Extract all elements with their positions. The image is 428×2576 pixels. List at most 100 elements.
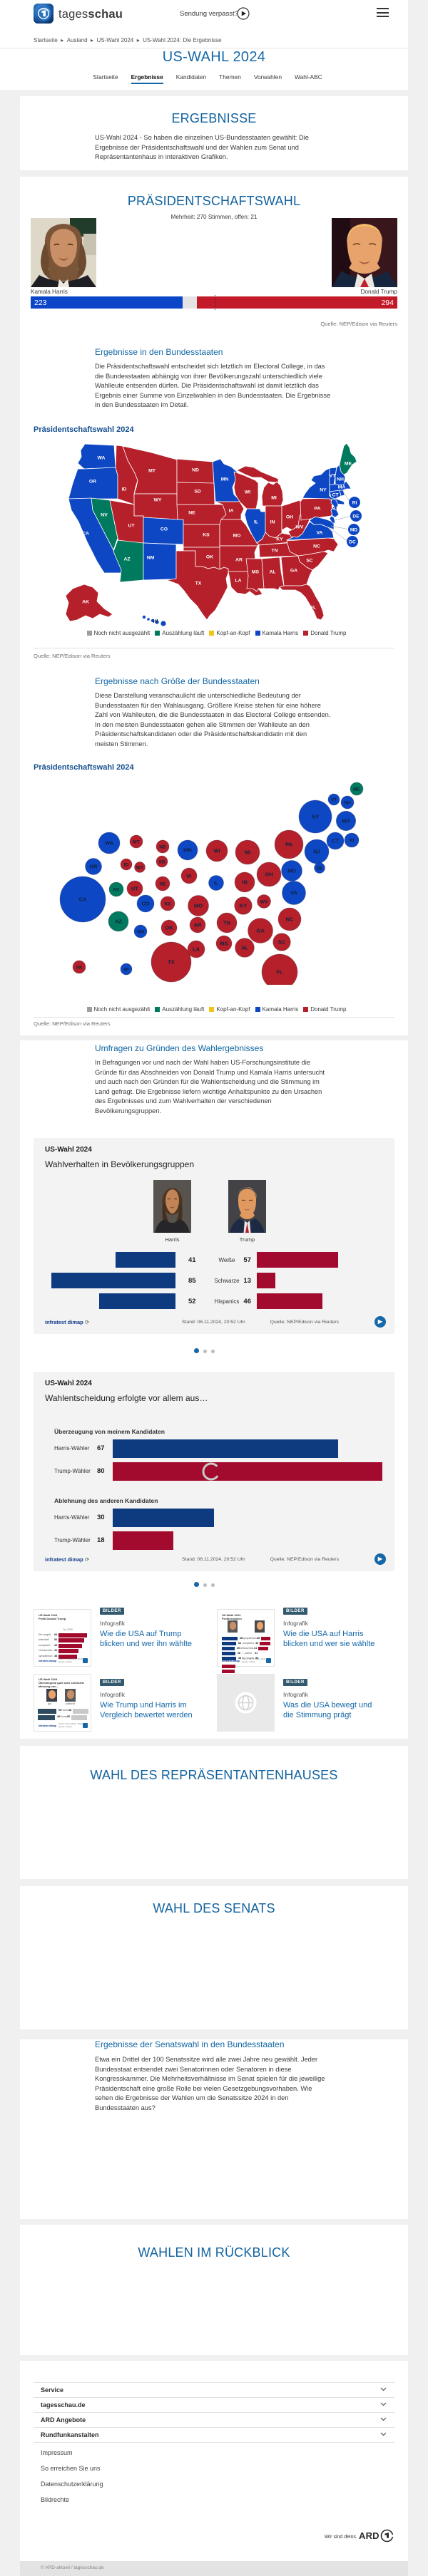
svg-text:AZ: AZ xyxy=(123,557,130,562)
svg-text:CA: CA xyxy=(79,896,87,903)
svg-text:MA: MA xyxy=(338,485,346,490)
svg-text:TX: TX xyxy=(168,959,175,966)
svg-text:PA: PA xyxy=(315,507,321,512)
svg-text:UT: UT xyxy=(131,886,138,892)
svg-text:MA: MA xyxy=(342,818,350,824)
svg-text:LA: LA xyxy=(193,946,200,953)
svg-text:MT: MT xyxy=(148,469,156,474)
svg-text:IA: IA xyxy=(186,873,192,879)
svg-text:IN: IN xyxy=(242,879,248,886)
svg-text:WI: WI xyxy=(245,490,250,495)
svg-text:MD: MD xyxy=(350,528,357,533)
svg-text:SC: SC xyxy=(278,939,286,946)
svg-text:MS: MS xyxy=(220,941,228,947)
svg-text:MO: MO xyxy=(194,903,203,909)
svg-text:NY: NY xyxy=(312,814,319,820)
svg-text:SC: SC xyxy=(306,559,313,564)
svg-text:AR: AR xyxy=(235,558,243,563)
svg-text:WA: WA xyxy=(98,456,106,461)
svg-text:WY: WY xyxy=(136,866,144,871)
svg-text:NY: NY xyxy=(320,488,327,493)
svg-text:IL: IL xyxy=(254,520,258,525)
svg-text:AL: AL xyxy=(269,570,275,575)
svg-text:DE: DE xyxy=(316,867,323,871)
svg-text:DE: DE xyxy=(352,514,360,519)
svg-text:LA: LA xyxy=(235,579,241,584)
svg-text:FL: FL xyxy=(310,606,316,611)
svg-text:VT: VT xyxy=(331,798,337,803)
svg-text:CO: CO xyxy=(160,527,168,532)
svg-text:AK: AK xyxy=(76,966,83,971)
svg-text:OR: OR xyxy=(89,864,98,870)
svg-text:OK: OK xyxy=(165,925,173,931)
svg-text:OH: OH xyxy=(286,515,293,520)
svg-text:MI: MI xyxy=(245,849,250,856)
svg-text:VA: VA xyxy=(317,531,323,536)
svg-text:MN: MN xyxy=(221,477,229,482)
svg-text:NV: NV xyxy=(113,888,120,893)
svg-text:GA: GA xyxy=(290,569,297,574)
svg-text:OR: OR xyxy=(89,480,96,485)
svg-text:IL: IL xyxy=(214,881,218,886)
svg-text:UT: UT xyxy=(128,524,135,529)
svg-text:WV: WV xyxy=(296,525,304,530)
svg-text:MO: MO xyxy=(233,534,241,539)
svg-text:HI: HI xyxy=(153,619,158,624)
svg-text:OH: OH xyxy=(265,871,272,878)
svg-text:TN: TN xyxy=(271,549,277,554)
svg-text:ND: ND xyxy=(192,468,199,473)
svg-text:NM: NM xyxy=(137,930,144,935)
svg-text:NH: NH xyxy=(344,801,351,806)
svg-text:CT: CT xyxy=(332,493,339,498)
svg-text:NC: NC xyxy=(286,916,294,923)
svg-text:DC: DC xyxy=(349,540,356,545)
svg-text:IA: IA xyxy=(229,509,234,514)
svg-text:ME: ME xyxy=(345,462,352,467)
svg-text:ND: ND xyxy=(159,845,166,850)
svg-text:MD: MD xyxy=(287,868,296,874)
svg-text:NC: NC xyxy=(313,544,320,549)
svg-text:FL: FL xyxy=(276,969,283,976)
svg-text:WI: WI xyxy=(213,848,220,854)
svg-text:KY: KY xyxy=(240,903,247,909)
svg-text:RI: RI xyxy=(352,501,357,506)
svg-text:SD: SD xyxy=(194,490,201,495)
svg-text:NV: NV xyxy=(101,513,108,518)
svg-text:CT: CT xyxy=(332,838,339,844)
svg-text:KS: KS xyxy=(164,902,171,907)
svg-text:IN: IN xyxy=(270,520,275,525)
svg-text:VT: VT xyxy=(330,474,337,479)
svg-text:RI: RI xyxy=(350,839,355,844)
svg-text:WV: WV xyxy=(260,900,268,905)
svg-text:TX: TX xyxy=(195,581,202,586)
svg-text:NE: NE xyxy=(188,511,195,516)
svg-text:WA: WA xyxy=(105,840,114,847)
svg-text:PA: PA xyxy=(285,842,292,848)
svg-text:MT: MT xyxy=(133,840,139,845)
svg-text:WY: WY xyxy=(154,498,162,503)
svg-text:GA: GA xyxy=(256,928,265,934)
svg-text:KS: KS xyxy=(203,533,210,538)
svg-text:ID: ID xyxy=(122,487,127,492)
svg-text:MI: MI xyxy=(271,496,277,501)
svg-text:VA: VA xyxy=(290,890,297,896)
svg-text:NE: NE xyxy=(159,882,166,887)
svg-text:HI: HI xyxy=(124,968,129,973)
svg-text:ME: ME xyxy=(353,787,360,792)
svg-text:TN: TN xyxy=(223,920,230,926)
svg-text:NM: NM xyxy=(147,556,155,561)
svg-text:NH: NH xyxy=(337,477,344,482)
svg-text:OK: OK xyxy=(206,555,213,560)
svg-text:NJ: NJ xyxy=(332,507,338,512)
svg-text:SD: SD xyxy=(158,860,165,865)
svg-text:MN: MN xyxy=(183,847,192,854)
svg-text:CA: CA xyxy=(82,532,89,537)
svg-text:AL: AL xyxy=(241,945,248,951)
svg-text:NJ: NJ xyxy=(313,849,320,855)
svg-text:AZ: AZ xyxy=(115,919,122,925)
svg-text:CO: CO xyxy=(141,901,149,907)
svg-text:MS: MS xyxy=(252,570,260,575)
svg-text:KY: KY xyxy=(276,537,283,542)
svg-text:AK: AK xyxy=(82,600,89,605)
svg-text:ID: ID xyxy=(124,863,129,868)
